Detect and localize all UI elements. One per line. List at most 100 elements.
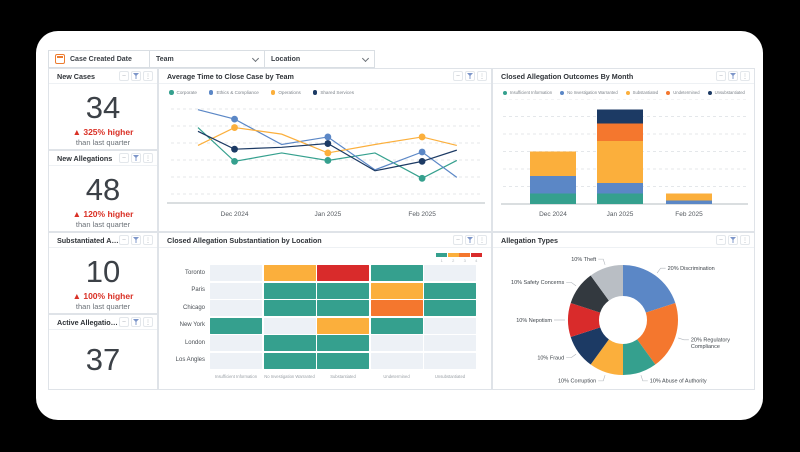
legend-item[interactable]: Corporate [169, 90, 197, 95]
data-point[interactable] [324, 133, 332, 141]
heatmap-cell[interactable] [370, 335, 423, 351]
donut-slice[interactable] [637, 303, 678, 365]
filter-team-dropdown[interactable]: Team [150, 50, 265, 68]
donut-slice[interactable] [623, 339, 656, 375]
donut-slice[interactable] [590, 339, 623, 375]
minimize-icon[interactable]: – [119, 317, 129, 327]
donut-slice[interactable] [623, 265, 676, 313]
heatmap-cell[interactable] [263, 317, 316, 334]
heatmap-cell[interactable] [210, 352, 262, 369]
minimize-icon[interactable]: – [453, 71, 463, 81]
heatmap-cell[interactable] [210, 317, 262, 334]
data-point[interactable] [324, 149, 332, 157]
heatmap-cell[interactable] [370, 282, 423, 299]
heatmap-cell[interactable] [424, 282, 476, 299]
heatmap-cell[interactable] [263, 265, 316, 281]
menu-icon[interactable]: ⋮ [477, 235, 487, 245]
heatmap-cell[interactable] [210, 335, 262, 351]
legend-item[interactable]: Unsubstantiated [707, 90, 745, 95]
data-point[interactable] [231, 158, 238, 165]
filter-case-created-date[interactable]: Case Created Date [48, 50, 150, 68]
menu-icon[interactable]: ⋮ [143, 153, 153, 163]
bar-segment[interactable] [530, 151, 576, 177]
data-point[interactable] [231, 115, 238, 123]
minimize-icon[interactable]: – [716, 71, 726, 81]
filter-icon[interactable] [465, 235, 475, 245]
heatmap-cell[interactable] [317, 352, 369, 369]
filter-icon[interactable] [131, 71, 141, 81]
data-point[interactable] [231, 145, 238, 153]
heatmap-cell[interactable] [210, 300, 262, 316]
heatmap-cell[interactable] [424, 265, 476, 281]
data-point[interactable] [418, 174, 426, 182]
bar-segment[interactable] [597, 141, 643, 183]
filter-icon[interactable] [131, 317, 141, 327]
menu-icon[interactable]: ⋮ [740, 71, 750, 81]
legend-item[interactable]: Insufficient Information [503, 90, 552, 95]
heatmap-cell[interactable] [317, 300, 369, 316]
heatmap-cell[interactable] [370, 265, 423, 281]
heatmap-cell[interactable] [210, 265, 262, 281]
filter-location-dropdown[interactable]: Location [265, 50, 375, 68]
donut-slice[interactable] [568, 303, 601, 337]
heatmap-cell[interactable] [424, 300, 476, 316]
data-point[interactable] [324, 140, 332, 147]
line-chart-plot: Dec 2024 Jan 2025 Feb 2025 [167, 108, 485, 218]
bar-segment[interactable] [597, 109, 643, 124]
data-point[interactable] [324, 157, 332, 164]
bar-segment[interactable] [597, 183, 643, 194]
filter-icon[interactable] [131, 235, 141, 245]
minimize-icon[interactable]: – [716, 235, 726, 245]
heatmap-cell[interactable] [424, 352, 476, 369]
donut-slice[interactable] [570, 275, 609, 313]
legend-item[interactable]: Substantiated [625, 90, 658, 95]
data-point[interactable] [418, 158, 426, 165]
bar-segment[interactable] [666, 193, 712, 201]
heatmap-cell[interactable] [317, 265, 369, 281]
menu-icon[interactable]: ⋮ [143, 71, 153, 81]
donut-slice[interactable] [590, 265, 623, 301]
donut-slice[interactable] [570, 327, 609, 365]
menu-icon[interactable]: ⋮ [143, 317, 153, 327]
heatmap-cell[interactable] [263, 282, 316, 299]
donut-slice-label: 10% Theft [571, 257, 596, 263]
minimize-icon[interactable]: – [119, 71, 129, 81]
bar-segment[interactable] [530, 193, 576, 205]
legend-item[interactable]: Operations [270, 90, 301, 95]
minimize-icon[interactable]: – [453, 235, 463, 245]
heatmap-cell[interactable] [370, 317, 423, 334]
legend-item[interactable]: No Investigation Warranted [560, 90, 618, 95]
heatmap-cell[interactable] [317, 317, 369, 334]
filter-icon[interactable] [465, 71, 475, 81]
minimize-icon[interactable]: – [119, 235, 129, 245]
heatmap-cell[interactable] [370, 352, 423, 369]
heatmap-cell[interactable] [317, 335, 369, 351]
data-point[interactable] [418, 133, 426, 141]
legend-item[interactable]: Shared Services [312, 90, 354, 95]
menu-icon[interactable]: ⋮ [477, 71, 487, 81]
heatmap-cell[interactable] [424, 335, 476, 351]
bar-segment[interactable] [597, 123, 643, 142]
donut-label-leader [656, 267, 666, 274]
filter-icon[interactable] [728, 71, 738, 81]
filter-icon[interactable] [131, 153, 141, 163]
legend-item[interactable]: Ethics & Compliance [208, 90, 259, 95]
legend-item[interactable]: Undetermined [666, 90, 700, 95]
minimize-icon[interactable]: – [119, 153, 129, 163]
heatmap-cell[interactable] [263, 335, 316, 351]
bar-segment[interactable] [530, 176, 576, 194]
heatmap-cell[interactable] [263, 300, 316, 316]
menu-icon[interactable]: ⋮ [143, 235, 153, 245]
bar-segment[interactable] [597, 193, 643, 205]
filter-icon[interactable] [728, 235, 738, 245]
heatmap-cell[interactable] [370, 300, 423, 316]
heatmap-cell[interactable] [424, 317, 476, 334]
menu-icon[interactable]: ⋮ [740, 235, 750, 245]
heatmap-cell[interactable] [210, 282, 262, 299]
bar-segment[interactable] [666, 200, 712, 205]
data-point[interactable] [231, 124, 238, 131]
heatmap-cell[interactable] [317, 282, 369, 299]
kpi-card-new-allegations: New Allegations – ⋮ 48 ▲ 120% higher than … [48, 150, 158, 232]
heatmap-cell[interactable] [263, 352, 316, 369]
data-point[interactable] [418, 148, 426, 156]
